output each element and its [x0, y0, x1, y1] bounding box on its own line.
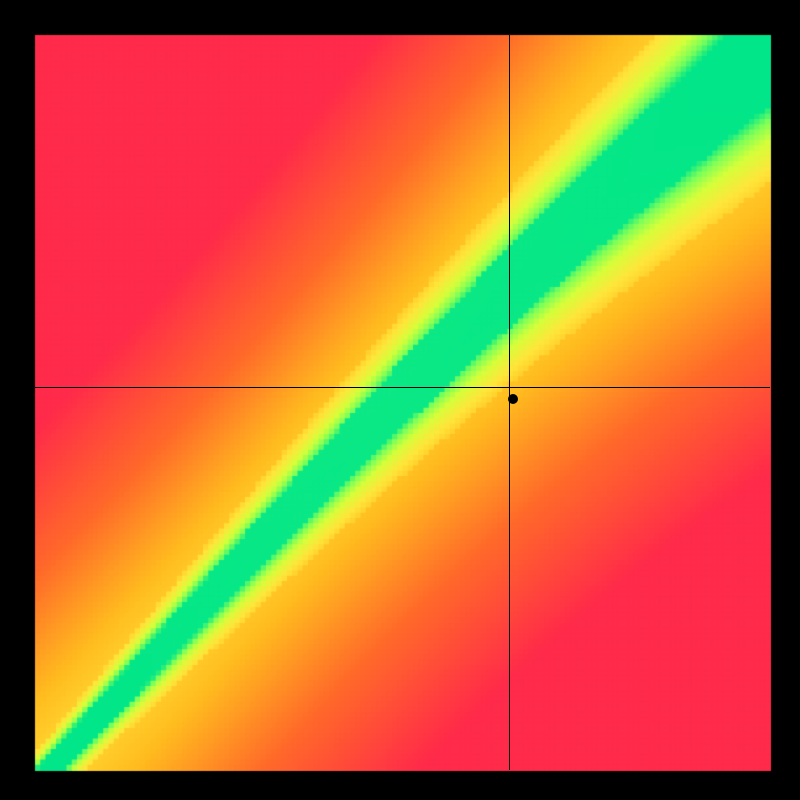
crosshair-horizontal — [35, 387, 770, 388]
chart-wrap: TheBottleneck.com — [0, 0, 800, 800]
datapoint-marker — [508, 394, 518, 404]
heatmap-canvas — [0, 0, 800, 800]
